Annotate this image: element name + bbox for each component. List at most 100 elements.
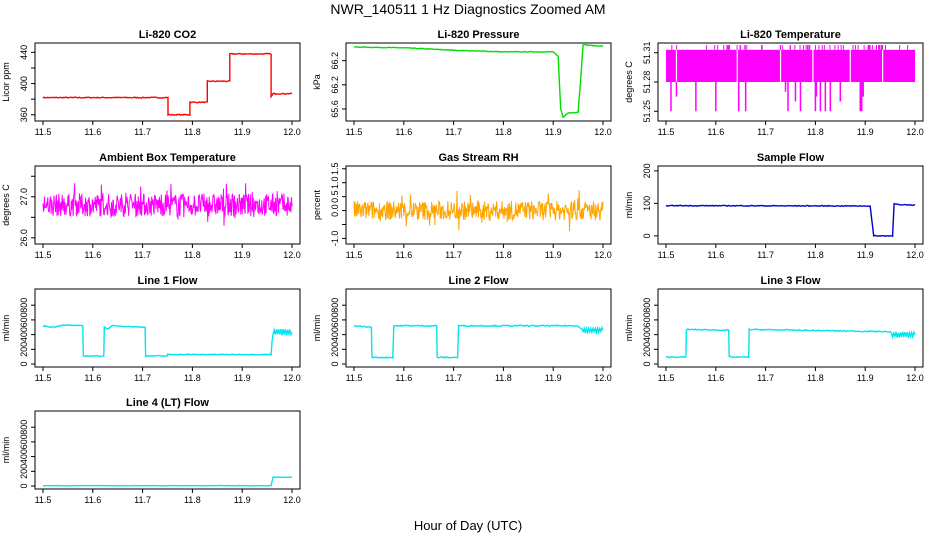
- y-tick-label: 51.31: [642, 41, 652, 64]
- y-tick-label: 600: [642, 312, 652, 327]
- page-title: NWR_140511 1 Hz Diagnostics Zoomed AM: [330, 1, 606, 17]
- y-tick-label: 0.5: [330, 190, 340, 203]
- panel-title: Line 4 (LT) Flow: [126, 397, 209, 409]
- x-tick-label: 11.9: [545, 373, 562, 383]
- x-axis-label: Hour of Day (UTC): [413, 518, 523, 533]
- x-tick-label: 11.5: [346, 127, 363, 137]
- x-tick-label: 11.7: [757, 373, 774, 383]
- y-tick-label: 1.0: [330, 176, 340, 189]
- x-tick-label: 11.7: [134, 250, 151, 260]
- y-tick-label: 0: [642, 233, 652, 238]
- y-tick-label: 1.5: [330, 163, 340, 176]
- x-tick-label: 11.8: [495, 127, 512, 137]
- y-tick-label: 600: [19, 312, 29, 327]
- y-tick-label: 440: [19, 45, 29, 60]
- x-tick-label: 11.5: [35, 373, 52, 383]
- y-tick-label: 0: [642, 362, 652, 367]
- x-tick-label: 11.8: [184, 127, 201, 137]
- y-axis-label: Licor ppm: [1, 62, 11, 102]
- x-tick-label: 12.0: [594, 373, 612, 383]
- panel-frame: [345, 42, 612, 122]
- y-tick-label: 800: [19, 420, 29, 435]
- y-tick-label: -1.0: [330, 231, 340, 247]
- y-tick-label: 66.2: [330, 76, 340, 94]
- x-tick-label: 11.9: [857, 127, 874, 137]
- x-tick-label: 11.5: [35, 495, 52, 505]
- x-tick-label: 11.9: [234, 127, 251, 137]
- x-tick-label: 11.9: [857, 373, 874, 383]
- series-line: [353, 44, 604, 119]
- y-tick-label: 400: [19, 76, 29, 91]
- x-tick-label: 12.0: [906, 373, 924, 383]
- x-tick-label: 11.6: [395, 250, 412, 260]
- panel-1: Li-820 CO2 Licor ppm 11.5 11.6 11.7 11.8 11.9 1…: [1, 29, 301, 137]
- x-tick-label: 12.0: [283, 373, 301, 383]
- x-tick-label: 11.6: [395, 373, 412, 383]
- x-tick-label: 12.0: [283, 127, 301, 137]
- panel-title: Li-820 Temperature: [740, 29, 841, 41]
- y-tick-label: 0.0: [330, 204, 340, 217]
- y-tick-label: 0: [330, 362, 340, 367]
- y-tick-label: 100: [642, 196, 652, 211]
- y-axis-label: ml/min: [624, 192, 634, 219]
- y-tick-label: 27.0: [19, 188, 29, 206]
- panel-8: Line 2 Flow ml/min 11.5 11.6 11.7 11.8 11.9 12.…: [312, 275, 612, 383]
- x-tick-label: 12.0: [283, 495, 301, 505]
- y-axis-label: ml/min: [312, 315, 322, 342]
- x-tick-label: 11.6: [84, 127, 101, 137]
- panel-frame: [345, 288, 612, 368]
- x-tick-label: 11.6: [84, 373, 101, 383]
- x-tick-label: 11.7: [134, 373, 151, 383]
- y-axis-label: kPa: [312, 74, 322, 90]
- y-tick-label: 66.2: [330, 52, 340, 70]
- panel-frame: [657, 165, 924, 245]
- y-tick-label: 400: [642, 327, 652, 342]
- series-line: [42, 323, 293, 358]
- y-tick-label: 400: [330, 327, 340, 342]
- panel-frame: [34, 288, 301, 368]
- y-tick-label: 800: [19, 298, 29, 313]
- panel-9: Line 3 Flow ml/min 11.5 11.6 11.7 11.8 11.9 12.…: [624, 275, 924, 383]
- panel-frame: [657, 288, 924, 368]
- panel-title: Ambient Box Temperature: [99, 152, 236, 164]
- y-tick-label: 800: [330, 298, 340, 313]
- x-tick-label: 12.0: [283, 250, 301, 260]
- x-tick-label: 11.8: [184, 495, 201, 505]
- x-tick-label: 11.5: [346, 373, 363, 383]
- x-tick-label: 12.0: [906, 127, 924, 137]
- x-tick-label: 11.9: [545, 127, 562, 137]
- x-tick-label: 11.7: [445, 127, 462, 137]
- panel-frame: [345, 165, 612, 245]
- y-axis-label: ml/min: [624, 315, 634, 342]
- x-tick-label: 11.9: [234, 495, 251, 505]
- x-tick-label: 11.7: [134, 495, 151, 505]
- x-tick-label: 11.5: [658, 373, 675, 383]
- x-tick-label: 11.5: [346, 250, 363, 260]
- x-tick-label: 11.7: [134, 127, 151, 137]
- y-tick-label: 800: [642, 298, 652, 313]
- y-tick-label: 600: [19, 434, 29, 449]
- y-tick-label: 400: [19, 327, 29, 342]
- y-tick-label: 200: [642, 342, 652, 357]
- x-tick-label: 12.0: [594, 127, 612, 137]
- y-tick-label: 600: [330, 312, 340, 327]
- y-axis-label: ml/min: [1, 315, 11, 342]
- series-band: [666, 49, 915, 82]
- x-tick-label: 11.8: [495, 373, 512, 383]
- panel-7: Line 1 Flow ml/min 11.5 11.6 11.7 11.8 11.9 12.…: [1, 275, 301, 383]
- series-line: [42, 183, 293, 226]
- x-tick-label: 11.7: [757, 127, 774, 137]
- x-tick-label: 11.9: [857, 250, 874, 260]
- x-tick-label: 11.6: [84, 495, 101, 505]
- y-axis-label: ml/min: [1, 437, 11, 464]
- panel-title: Li-820 CO2: [139, 29, 196, 41]
- panel-frame: [34, 42, 301, 122]
- x-tick-label: 11.6: [707, 127, 724, 137]
- panel-title: Line 2 Flow: [449, 275, 509, 287]
- x-tick-label: 11.9: [234, 373, 251, 383]
- panel-title: Gas Stream RH: [438, 152, 518, 164]
- x-tick-label: 11.9: [234, 250, 251, 260]
- x-tick-label: 11.6: [707, 373, 724, 383]
- y-axis-label: percent: [312, 189, 322, 220]
